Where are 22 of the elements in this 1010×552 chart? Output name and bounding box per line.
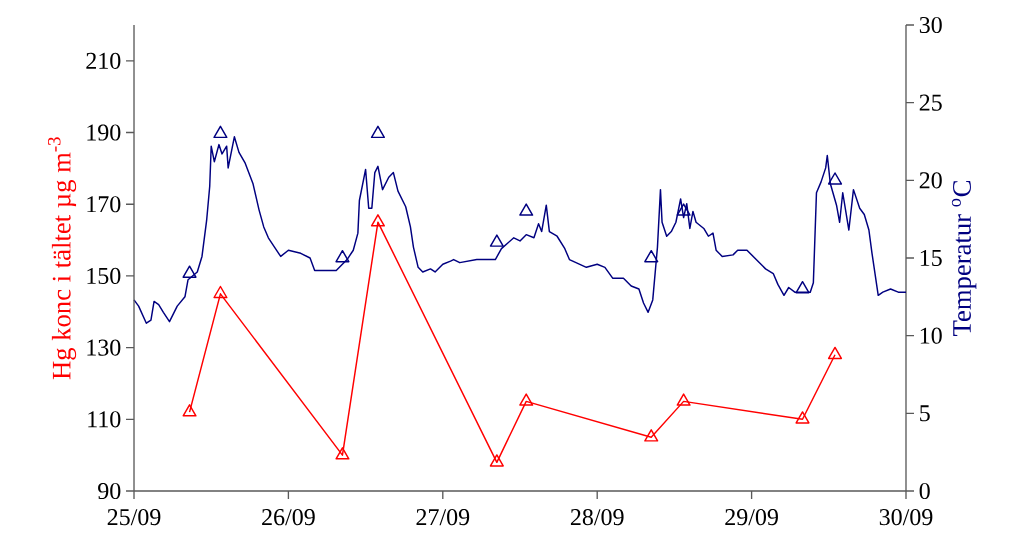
x-tick-label: 30/09 <box>879 509 933 526</box>
y2-axis-title: Temperatur $^{o}$C <box>951 180 977 336</box>
x-tick-label: 26/09 <box>262 509 315 526</box>
y2-tick-label: 0 <box>919 482 930 500</box>
x-tick-label: 28/09 <box>570 509 624 526</box>
y-tick-label: 190 <box>87 124 121 141</box>
y2-tick-label: 20 <box>919 172 942 189</box>
y2-tick-label: 25 <box>919 94 942 111</box>
y-tick-label: 150 <box>87 267 121 284</box>
y-tick-label: 90 <box>98 482 121 500</box>
y2-tick-label: 10 <box>920 327 942 344</box>
y-tick-label: 130 <box>87 339 121 356</box>
y2-tick-label: 5 <box>920 405 930 422</box>
y-tick-label: 110 <box>88 411 121 428</box>
y-axis-title: Hg konc i tältet µg m$^{-3}$ <box>47 137 77 380</box>
x-tick-label: 25/09 <box>107 509 161 526</box>
x-tick-label: 29/09 <box>725 509 778 526</box>
x-tick-label: 27/09 <box>416 509 470 526</box>
y-tick-label: 210 <box>86 52 121 69</box>
y2-tick-label: 15 <box>920 249 942 267</box>
y2-tick-label: 30 <box>919 16 942 34</box>
y-tick-label: 170 <box>87 196 121 213</box>
